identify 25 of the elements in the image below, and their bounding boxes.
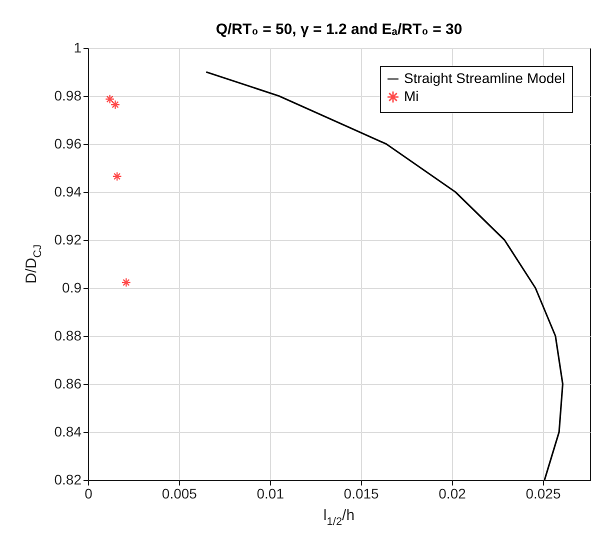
y-tick-label: 0.92 bbox=[54, 232, 82, 248]
x-tick-label: 0.01 bbox=[256, 486, 284, 502]
y-tick-label: 0.94 bbox=[54, 184, 82, 200]
line-series bbox=[205, 71, 564, 481]
point bbox=[105, 94, 115, 104]
legend-label: Straight Streamline Model bbox=[404, 70, 566, 86]
y-tick-label: 0.86 bbox=[54, 376, 82, 392]
y-tick-label: 0.9 bbox=[62, 280, 82, 296]
chart-title: Q/RT₀ = 50, γ = 1.2 and Eₐ/RT₀ = 30 bbox=[216, 21, 462, 38]
y-tick-label: 0.84 bbox=[54, 424, 82, 440]
x-tick-label: 0.015 bbox=[344, 486, 380, 502]
y-axis-title: D/DCJ bbox=[23, 244, 44, 284]
legend-label: Mi bbox=[404, 88, 419, 104]
y-tick-label: 0.82 bbox=[54, 472, 82, 488]
y-tick-label: 0.98 bbox=[54, 88, 82, 104]
x-tick-label: 0.025 bbox=[526, 486, 561, 502]
x-tick-label: 0.02 bbox=[438, 486, 466, 502]
y-tick-label: 0.88 bbox=[54, 328, 82, 344]
y-tick-label: 1 bbox=[74, 40, 82, 56]
y-tick-label: 0.96 bbox=[54, 136, 82, 152]
x-tick-label: 0.005 bbox=[162, 486, 198, 502]
point bbox=[121, 278, 131, 288]
point bbox=[112, 172, 122, 182]
point bbox=[110, 100, 120, 110]
x-tick-label: 0 bbox=[84, 486, 93, 502]
